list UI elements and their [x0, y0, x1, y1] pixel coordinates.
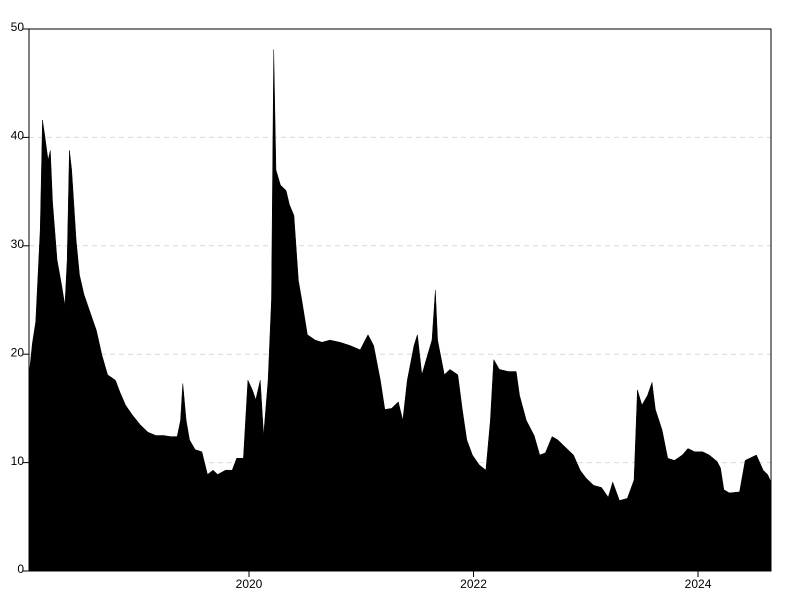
y-tick-label: 20 — [11, 345, 25, 359]
area — [28, 49, 772, 572]
y-tick-label: 0 — [17, 562, 24, 576]
y-tick-label: 50 — [11, 20, 25, 34]
y-tick-label: 30 — [11, 237, 25, 251]
x-tick-label: 2024 — [685, 577, 712, 591]
plot-frame — [28, 28, 772, 572]
x-tick-label: 2020 — [236, 577, 263, 591]
x-tick-label: 2022 — [460, 577, 487, 591]
y-tick-label: 10 — [11, 454, 25, 468]
y-tick-label: 40 — [11, 129, 25, 143]
